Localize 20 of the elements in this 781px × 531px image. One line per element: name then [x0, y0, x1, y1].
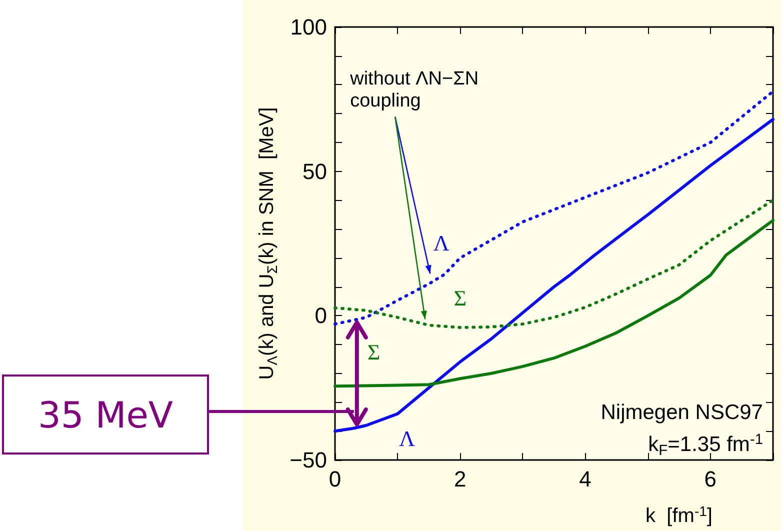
annotation: k$_{F}$=1.35 fm$^{-1}$	[648, 432, 763, 459]
x-tick-label: 4	[579, 466, 592, 492]
series-label: Λ	[433, 230, 450, 256]
y-tick-label: 100	[290, 14, 327, 40]
x-tick-label: 6	[704, 466, 717, 492]
line-series	[334, 198, 774, 329]
series-label: Σ	[454, 286, 467, 310]
line-series	[334, 118, 774, 433]
y-axis-title: UΛ(k) and UΣ(k) in SNM [MeV]	[256, 107, 280, 380]
y-tick-label: 50	[302, 158, 327, 184]
line-series	[334, 90, 774, 326]
series-label: Σ	[367, 340, 380, 365]
y-tick-label: 0	[314, 303, 327, 328]
x-tick-label: 2	[454, 466, 466, 492]
text: 35 MeV	[38, 396, 174, 437]
annotation: Nijmegen NSC97	[600, 401, 763, 424]
series-label: Λ	[398, 426, 415, 452]
annotation: without ΛN−ΣN coupling	[349, 68, 479, 112]
y-tick-label: −50	[290, 448, 327, 472]
line-series	[334, 218, 774, 388]
